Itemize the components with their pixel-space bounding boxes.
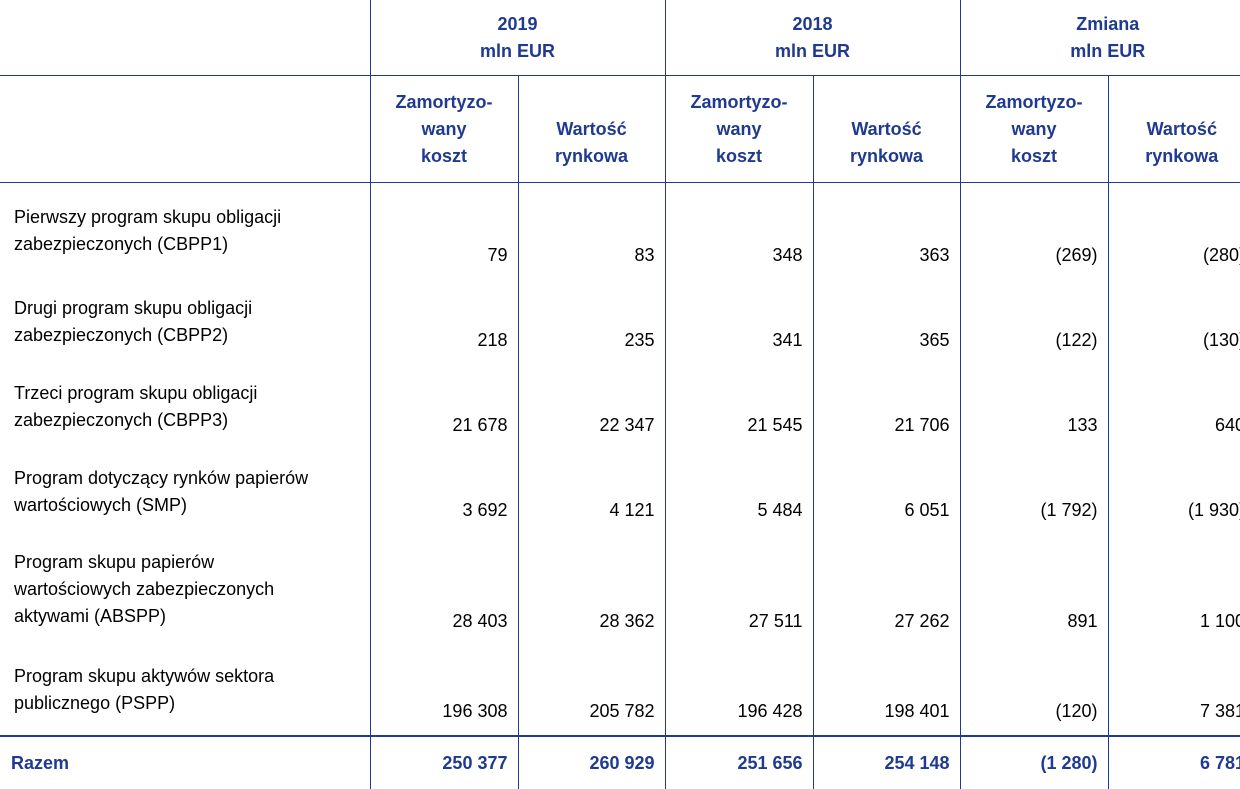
header-group-change: Zmiana mln EUR bbox=[959, 0, 1240, 76]
cell-value: 22 347 bbox=[517, 364, 666, 449]
row-label: Program dotyczący rynków papierów wartoś… bbox=[14, 467, 309, 515]
row-label: Program skupu papierów wartościowych zab… bbox=[14, 552, 275, 626]
cell-value: 7 381 bbox=[1107, 645, 1240, 736]
cell-value: 640 bbox=[1107, 364, 1240, 449]
cell-value: 1 100 bbox=[1107, 534, 1240, 645]
cell-value: 198 401 bbox=[812, 645, 961, 736]
table-row: Trzeci program skupu obligacji zabezpiec… bbox=[0, 364, 1240, 449]
cell-value: 363 bbox=[812, 182, 961, 279]
header-unit: mln EUR bbox=[480, 40, 556, 61]
row-label: Pierwszy program skupu obligacji zabezpi… bbox=[14, 207, 282, 254]
header-market-value: Wartość rynkowa bbox=[812, 75, 961, 183]
cell-value: 79 bbox=[369, 182, 518, 279]
total-label: Razem bbox=[0, 735, 370, 789]
cell-value: 28 403 bbox=[369, 534, 518, 645]
total-value: 251 656 bbox=[664, 735, 814, 789]
header-group-2018: 2018 mln EUR bbox=[664, 0, 961, 76]
cell-value: (130) bbox=[1107, 279, 1240, 364]
row-label: Program skupu aktywów sektora publiczneg… bbox=[14, 666, 275, 713]
header-unit: mln EUR bbox=[1070, 40, 1146, 61]
cell-value: 235 bbox=[517, 279, 666, 364]
cell-value: (269) bbox=[959, 182, 1109, 279]
table-row: Program skupu papierów wartościowych zab… bbox=[0, 534, 1240, 645]
header-market-value: Wartość rynkowa bbox=[1107, 75, 1240, 183]
cell-value: 6 051 bbox=[812, 449, 961, 534]
cell-value: 27 511 bbox=[664, 534, 814, 645]
table-row: Pierwszy program skupu obligacji zabezpi… bbox=[0, 182, 1240, 279]
header-group-2019: 2019 mln EUR bbox=[369, 0, 666, 76]
header-year: Zmiana bbox=[1076, 13, 1140, 34]
row-label: Drugi program skupu obligacji zabezpiecz… bbox=[14, 297, 253, 345]
cell-value: 21 545 bbox=[664, 364, 814, 449]
header-amortized-cost: Zamortyzo- wany koszt bbox=[959, 75, 1109, 183]
cell-value: 218 bbox=[369, 279, 518, 364]
cell-value: (1 930) bbox=[1107, 449, 1240, 534]
cell-value: 21 706 bbox=[812, 364, 961, 449]
cell-value: 348 bbox=[664, 182, 814, 279]
cell-value: (280) bbox=[1107, 182, 1240, 279]
cell-value: 4 121 bbox=[517, 449, 666, 534]
cell-value: 28 362 bbox=[517, 534, 666, 645]
cell-value: (122) bbox=[959, 279, 1109, 364]
cell-value: 365 bbox=[812, 279, 961, 364]
cell-value: 21 678 bbox=[369, 364, 518, 449]
cell-value: 83 bbox=[517, 182, 666, 279]
header-year: 2019 bbox=[497, 13, 538, 34]
total-value: 260 929 bbox=[517, 735, 666, 789]
cell-value: 196 428 bbox=[664, 645, 814, 736]
row-label: Trzeci program skupu obligacji zabezpiec… bbox=[14, 382, 258, 430]
header-blank bbox=[0, 0, 370, 76]
table-row: Program skupu aktywów sektora publiczneg… bbox=[0, 645, 1240, 736]
total-value: 6 781 bbox=[1107, 735, 1240, 789]
cell-value: 196 308 bbox=[369, 645, 518, 736]
header-amortized-cost: Zamortyzo- wany koszt bbox=[664, 75, 814, 183]
total-value: 254 148 bbox=[812, 735, 961, 789]
header-row-measures: Zamortyzo- wany koszt Wartość rynkowa Za… bbox=[0, 75, 1240, 183]
header-year: 2018 bbox=[792, 13, 833, 34]
cell-value: (1 792) bbox=[959, 449, 1109, 534]
cell-value: 3 692 bbox=[369, 449, 518, 534]
header-unit: mln EUR bbox=[775, 40, 851, 61]
header-market-value: Wartość rynkowa bbox=[517, 75, 666, 183]
table-row: Drugi program skupu obligacji zabezpiecz… bbox=[0, 279, 1240, 364]
total-value: 250 377 bbox=[369, 735, 518, 789]
header-amortized-cost: Zamortyzo- wany koszt bbox=[369, 75, 518, 183]
cell-value: 341 bbox=[664, 279, 814, 364]
cell-value: 5 484 bbox=[664, 449, 814, 534]
cell-value: 891 bbox=[959, 534, 1109, 645]
cell-value: 27 262 bbox=[812, 534, 961, 645]
table-row: Program dotyczący rynków papierów wartoś… bbox=[0, 449, 1240, 534]
header-blank bbox=[0, 75, 370, 183]
header-row-years: 2019 mln EUR 2018 mln EUR Zmiana mln EUR bbox=[0, 0, 1240, 76]
cell-value: 205 782 bbox=[517, 645, 666, 736]
cell-value: (120) bbox=[959, 645, 1109, 736]
total-row: Razem 250 377 260 929 251 656 254 148 (1… bbox=[0, 735, 1240, 789]
total-value: (1 280) bbox=[959, 735, 1109, 789]
cell-value: 133 bbox=[959, 364, 1109, 449]
